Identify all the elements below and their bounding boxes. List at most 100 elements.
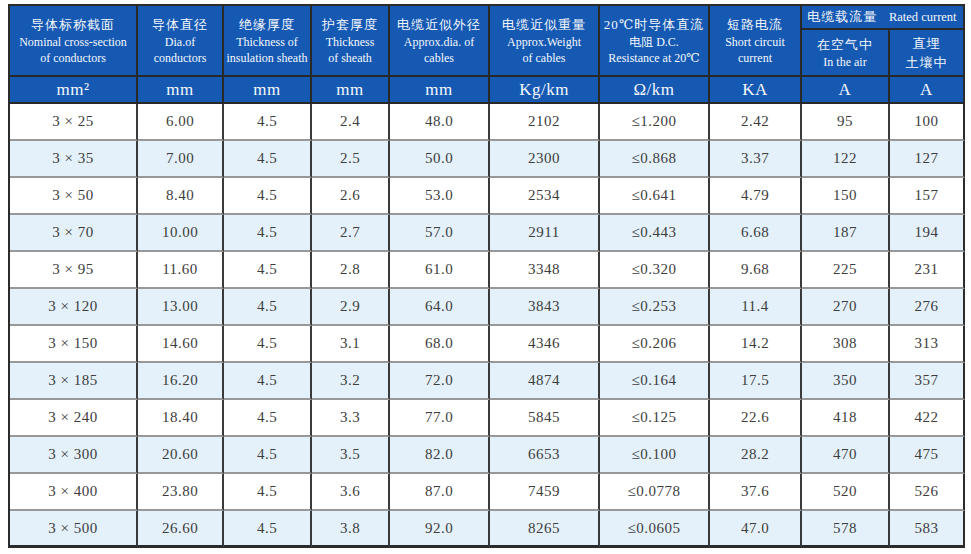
table-cell: 3 × 500 <box>10 511 138 548</box>
table-row: 3 × 12013.004.52.964.03843≤0.25311.42702… <box>10 289 965 326</box>
table-cell: 8.40 <box>138 178 224 215</box>
table-cell: 6.00 <box>138 104 224 141</box>
header-sheath-thickness: 护套厚度 Thickness of sheath <box>312 6 390 77</box>
table-cell: 4.5 <box>224 511 312 548</box>
table-cell: 53.0 <box>390 178 490 215</box>
header-label-zh: 20℃时导体直流 <box>600 15 708 34</box>
table-cell: 3.8 <box>312 511 390 548</box>
cable-spec-table: 导体标称截面 Nominal cross-section of conducto… <box>8 4 965 548</box>
header-nominal-cross-section: 导体标称截面 Nominal cross-section of conducto… <box>10 6 138 77</box>
table-cell: 2.9 <box>312 289 390 326</box>
header-label-en: Short circuit <box>710 34 800 51</box>
table-row: 3 × 30020.604.53.582.06653≤0.10028.24704… <box>10 437 965 474</box>
table-cell: 526 <box>890 474 965 511</box>
table-cell: 4.5 <box>224 289 312 326</box>
table-cell: 422 <box>890 400 965 437</box>
table-cell: 8265 <box>490 511 600 548</box>
table-cell: 578 <box>802 511 890 548</box>
header-label-zh: 导体标称截面 <box>10 15 136 34</box>
table-cell: 3 × 35 <box>10 141 138 178</box>
table-cell: 23.80 <box>138 474 224 511</box>
table-cell: 4.5 <box>224 215 312 252</box>
unit-cell: mm <box>138 77 224 104</box>
table-cell: ≤0.868 <box>600 141 710 178</box>
table-cell: ≤0.206 <box>600 326 710 363</box>
header-label-en: Thickness of <box>224 34 310 51</box>
table-cell: ≤0.0605 <box>600 511 710 548</box>
table-cell: 5845 <box>490 400 600 437</box>
header-approx-weight: 电缆近似重量 Approx.Weight of cables <box>490 6 600 77</box>
table-row: 3 × 18516.204.53.272.04874≤0.16417.53503… <box>10 363 965 400</box>
header-label-en: 电阻 D.C. <box>600 34 708 51</box>
table-cell: 10.00 <box>138 215 224 252</box>
table-cell: ≤0.125 <box>600 400 710 437</box>
table-cell: 4.79 <box>710 178 802 215</box>
table-cell: 357 <box>890 363 965 400</box>
table-cell: 2.5 <box>312 141 390 178</box>
header-label-zh: 短路电流 <box>710 15 800 34</box>
unit-cell: KA <box>710 77 802 104</box>
table-cell: 3 × 120 <box>10 289 138 326</box>
table-cell: 2911 <box>490 215 600 252</box>
header-in-the-air: 在空气中 In the air <box>802 30 890 77</box>
header-rated-current-en: Rated current <box>883 6 964 28</box>
table-row: 3 × 9511.604.52.861.03348≤0.3209.6822523… <box>10 252 965 289</box>
table-cell: 4.5 <box>224 400 312 437</box>
table-cell: 87.0 <box>390 474 490 511</box>
table-cell: 82.0 <box>390 437 490 474</box>
header-label-en: In the air <box>802 54 888 71</box>
table-row: 3 × 50026.604.53.892.08265≤0.060547.0578… <box>10 511 965 548</box>
unit-cell: mm <box>390 77 490 104</box>
table-cell: 194 <box>890 215 965 252</box>
table-row: 3 × 256.004.52.448.02102≤1.2002.4295100 <box>10 104 965 141</box>
table-cell: 3 × 400 <box>10 474 138 511</box>
table-cell: ≤0.253 <box>600 289 710 326</box>
header-label-en: insulation sheath <box>224 50 310 67</box>
table-cell: 127 <box>890 141 965 178</box>
table-row: 3 × 15014.604.53.168.04346≤0.20614.23083… <box>10 326 965 363</box>
header-label-zh: 导体直径 <box>138 15 222 34</box>
unit-cell: Ω/km <box>600 77 710 104</box>
table-cell: 64.0 <box>390 289 490 326</box>
table-cell: 308 <box>802 326 890 363</box>
table-cell: 17.5 <box>710 363 802 400</box>
table-cell: 150 <box>802 178 890 215</box>
table-cell: 2534 <box>490 178 600 215</box>
table-cell: 6.68 <box>710 215 802 252</box>
table-cell: ≤1.200 <box>600 104 710 141</box>
table-cell: 2.42 <box>710 104 802 141</box>
header-label-en: Approx.Weight <box>490 34 598 51</box>
table-cell: ≤0.443 <box>600 215 710 252</box>
header-label-en: conductors <box>138 50 222 67</box>
table-cell: 122 <box>802 141 890 178</box>
header-label-en: current <box>710 50 800 67</box>
table-cell: 7.00 <box>138 141 224 178</box>
table-cell: 48.0 <box>390 104 490 141</box>
header-label-en: Thickness <box>312 34 388 51</box>
header-label-zh: 电缆近似外径 <box>390 15 488 34</box>
header-ampacity-group: 电缆载流量 Rated current <box>802 6 965 30</box>
header-row-main: 导体标称截面 Nominal cross-section of conducto… <box>10 6 965 30</box>
table-cell: 4346 <box>490 326 600 363</box>
table-cell: 4.5 <box>224 326 312 363</box>
header-label-zh: 在空气中 <box>802 35 888 54</box>
header-ampacity-zh: 电缆载流量 <box>802 6 883 28</box>
header-approx-diameter: 电缆近似外径 Approx.dia. of cables <box>390 6 490 77</box>
table-cell: 3843 <box>490 289 600 326</box>
table-row: 3 × 24018.404.53.377.05845≤0.12522.64184… <box>10 400 965 437</box>
table-cell: 3 × 150 <box>10 326 138 363</box>
table-cell: 583 <box>890 511 965 548</box>
table-cell: 350 <box>802 363 890 400</box>
table-header: 导体标称截面 Nominal cross-section of conducto… <box>10 6 965 104</box>
table-cell: 3 × 95 <box>10 252 138 289</box>
header-buried-in-soil: 直埋 土壤中 <box>890 30 965 77</box>
table-cell: 276 <box>890 289 965 326</box>
table-cell: 37.6 <box>710 474 802 511</box>
table-cell: 77.0 <box>390 400 490 437</box>
table-cell: 231 <box>890 252 965 289</box>
header-label-zh: 电缆近似重量 <box>490 15 598 34</box>
table-cell: 18.40 <box>138 400 224 437</box>
table-cell: 14.60 <box>138 326 224 363</box>
header-row-units: mm² mm mm mm mm Kg/km Ω/km KA A A <box>10 77 965 104</box>
table-cell: 2300 <box>490 141 600 178</box>
